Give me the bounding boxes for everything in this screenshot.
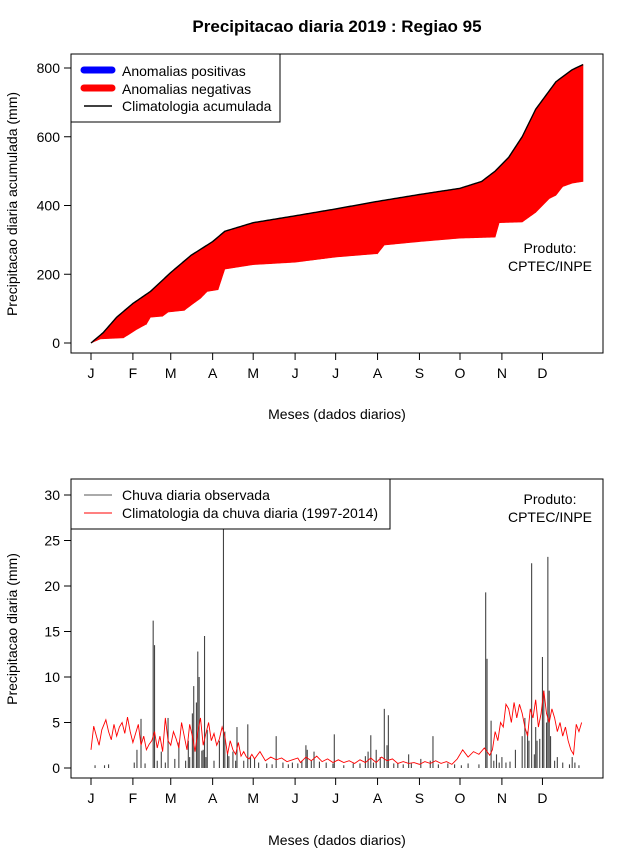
daily-xtick-label: F (129, 790, 138, 806)
daily-xtick-label: M (165, 790, 177, 806)
cumulative-xtick-label: F (129, 365, 138, 381)
legend-label-negative: Anomalias negativas (122, 81, 251, 97)
product-label-daily: Produto: (524, 491, 577, 507)
daily-xtick-label: M (247, 790, 259, 806)
y-axis-daily: 0 5 10 15 20 25 30 (44, 487, 71, 776)
cumulative-ytick-label: 400 (37, 198, 61, 214)
cumulative-xtick-label: M (247, 365, 259, 381)
legend-daily: Chuva diaria observada Climatologia da c… (70, 478, 391, 530)
daily-xtick-label: O (455, 790, 466, 806)
legend-cumulative: Anomalias positivas Anomalias negativas … (70, 53, 281, 123)
daily-xtick-label: D (537, 790, 547, 806)
product-source-cumulative: CPTEC/INPE (508, 258, 592, 274)
cumulative-xtick-label: J (292, 365, 299, 381)
daily-ytick-label: 20 (44, 578, 60, 594)
daily-xtick-label: J (292, 790, 299, 806)
daily-xtick-label: N (497, 790, 507, 806)
daily-climatology-layer (90, 690, 583, 765)
legend-label-positive: Anomalias positivas (122, 63, 246, 79)
daily-ytick-label: 0 (52, 760, 60, 776)
panel-cumulative: 0 200 400 600 800 J F M A M J J A S O N D Precipitacao … (4, 53, 604, 422)
cumulative-line-layer (90, 63, 584, 344)
daily-xtick-label: A (208, 790, 218, 806)
cumulative-xtick-label: N (497, 365, 507, 381)
daily-xtick-label: A (373, 790, 383, 806)
legend-box-daily (70, 478, 391, 530)
cumulative-xtick-label: D (537, 365, 547, 381)
daily-bars-layer (94, 526, 580, 768)
daily-ytick-label: 10 (44, 669, 60, 685)
product-label-cumulative: Produto: (524, 240, 577, 256)
cumulative-xtick-label: A (208, 365, 218, 381)
cumulative-ytick-label: 600 (37, 129, 61, 145)
y-axis-label-cumulative: Precipitacao diaria acumulada (mm) (4, 92, 20, 316)
daily-xtick-label: J (332, 790, 339, 806)
chart-title: Precipitacao diaria 2019 : Regiao 95 (192, 17, 481, 36)
climatology-cumulative-line (90, 63, 584, 344)
legend-label-climatology: Climatologia acumulada (122, 98, 272, 114)
y-axis-label-daily: Precipitacao diaria (mm) (4, 553, 20, 705)
cumulative-ytick-label: 800 (37, 60, 61, 76)
x-axis-label-cumulative: Meses (dados diarios) (268, 406, 406, 422)
daily-climatology-line (90, 690, 583, 765)
product-source-daily: CPTEC/INPE (508, 509, 592, 525)
cumulative-xtick-label: J (332, 365, 339, 381)
daily-ytick-label: 5 (52, 715, 60, 731)
legend-label-observed: Chuva diaria observada (122, 487, 270, 503)
cumulative-xtick-label: M (165, 365, 177, 381)
panel-daily: 0 5 10 15 20 25 30 J F M A M J J A S O N D Precipitacao d… (4, 478, 604, 848)
daily-ytick-label: 25 (44, 533, 60, 549)
cumulative-xtick-label: J (88, 365, 95, 381)
daily-xtick-label: S (415, 790, 424, 806)
plot-frame-cumulative (70, 53, 604, 354)
cumulative-xtick-label: A (373, 365, 383, 381)
cumulative-xtick-label: O (455, 365, 466, 381)
daily-xtick-label: J (88, 790, 95, 806)
daily-ytick-label: 15 (44, 624, 60, 640)
x-axis-label-daily: Meses (dados diarios) (268, 832, 406, 848)
y-axis-cumulative: 0 200 400 600 800 (37, 60, 71, 351)
cumulative-ytick-label: 0 (52, 335, 60, 351)
cumulative-ytick-label: 200 (37, 266, 61, 282)
cumulative-xtick-label: S (415, 365, 424, 381)
daily-ytick-label: 30 (44, 487, 60, 503)
legend-label-daily-climatology: Climatologia da chuva diaria (1997-2014) (122, 505, 378, 521)
